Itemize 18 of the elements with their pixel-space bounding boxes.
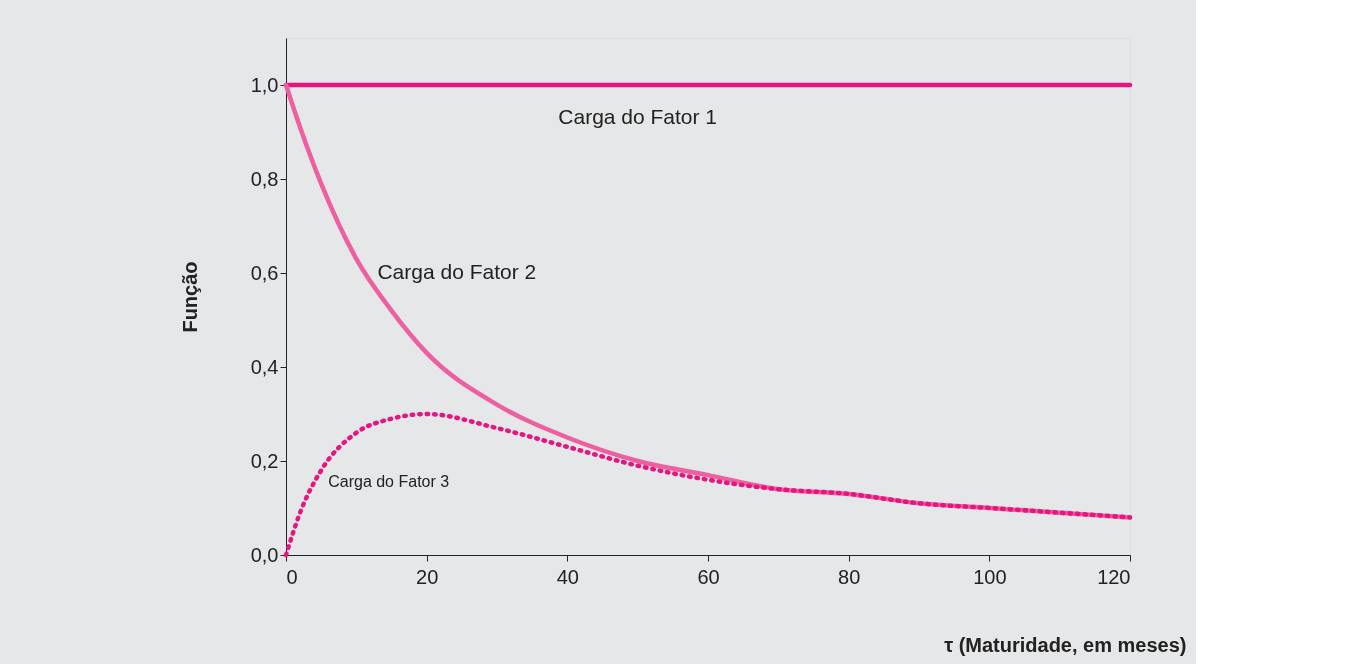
x-axis-title: τ (Maturidade, em meses)	[944, 633, 1187, 656]
y-tick-label: 0,2	[250, 449, 279, 472]
x-tick-label: 0	[286, 565, 298, 588]
x-tick-label: 60	[697, 565, 720, 588]
series-label: Carga do Fator 3	[328, 473, 450, 491]
y-tick-label: 0,8	[250, 167, 279, 190]
x-tick-label: 120	[1097, 565, 1131, 588]
x-tick-label: 100	[973, 565, 1007, 588]
x-tick-label: 40	[556, 565, 579, 588]
series-label: Carga do Fator 1	[558, 104, 718, 128]
y-tick-label: 0,0	[250, 543, 279, 566]
y-axis-title: Função	[178, 261, 201, 333]
y-tick-label: 0,4	[250, 355, 279, 378]
series-label: Carga do Fator 2	[377, 260, 537, 283]
y-tick-label: 1,0	[250, 73, 279, 96]
y-tick-label: 0,6	[250, 261, 279, 284]
x-tick-label: 20	[416, 565, 439, 588]
x-tick-label: 80	[838, 565, 861, 588]
